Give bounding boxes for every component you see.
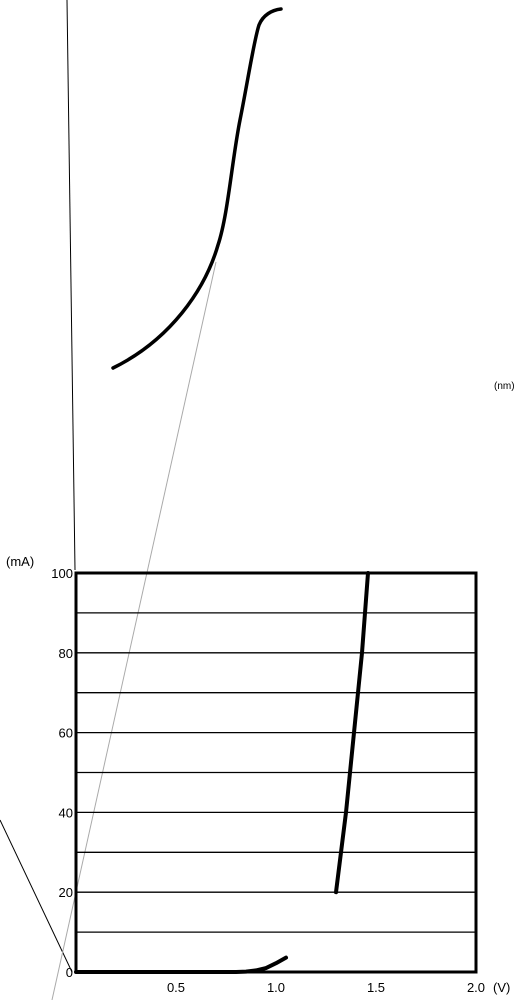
gray-projection-line bbox=[51, 261, 217, 1000]
top-unit-label: (nm) bbox=[494, 381, 515, 392]
y-tick-labels: 0 20 40 60 80 100 bbox=[51, 566, 73, 980]
x-tick-label: 2.0 bbox=[467, 980, 485, 995]
x-tick-label: 1.0 bbox=[267, 980, 285, 995]
x-tick-label: 0.5 bbox=[167, 980, 185, 995]
x-tick-label: 1.5 bbox=[367, 980, 385, 995]
y-unit-label: (mA) bbox=[6, 554, 34, 569]
x-tick-labels: 0.5 1.0 1.5 2.0 bbox=[167, 980, 485, 995]
y-tick-label: 20 bbox=[59, 885, 73, 900]
y-tick-label: 0 bbox=[66, 965, 73, 980]
iv-curves bbox=[74, 571, 370, 974]
left-construction-line bbox=[66, 0, 76, 571]
lower-diagonal-line bbox=[0, 819, 73, 973]
series-line bbox=[74, 955, 288, 974]
y-tick-label: 60 bbox=[59, 726, 73, 741]
y-tick-label: 80 bbox=[59, 646, 73, 661]
x-unit-label: (V) bbox=[493, 980, 510, 995]
series-line bbox=[334, 571, 370, 895]
y-tick-label: 40 bbox=[59, 805, 73, 820]
y-tick-label: 100 bbox=[51, 566, 73, 581]
grid-lines bbox=[76, 612, 476, 933]
upper-curve bbox=[111, 7, 283, 370]
